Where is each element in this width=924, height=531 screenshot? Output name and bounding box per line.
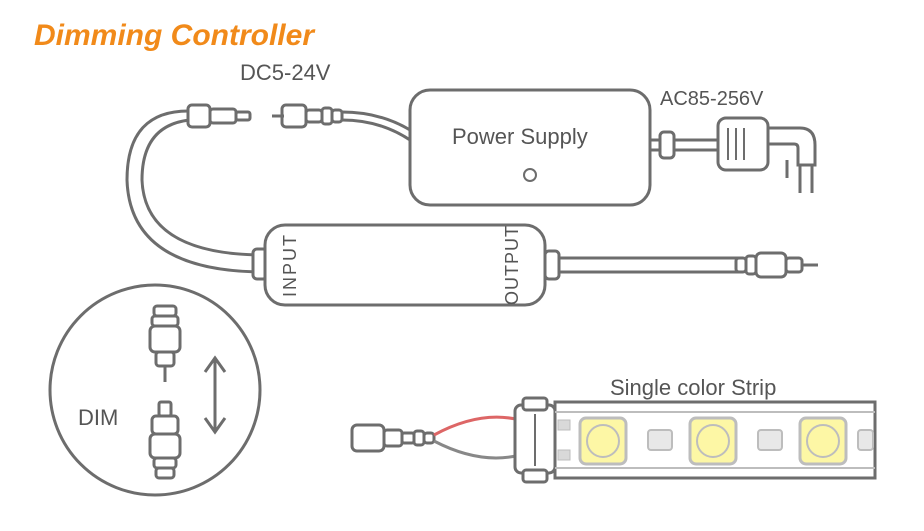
ac-plug-icon [718, 118, 815, 193]
output-wire [545, 251, 740, 279]
dc-female-jack [188, 105, 250, 127]
dim-detail: DIM [50, 285, 260, 495]
strip-label: Single color Strip [610, 375, 776, 400]
output-dc-plug [736, 253, 818, 277]
strip-lead-wires [414, 417, 520, 458]
output-label: OUTPUT [502, 225, 522, 305]
led-chip-2 [690, 418, 736, 464]
power-supply-box: Power Supply [410, 90, 650, 205]
ac-cable [650, 132, 720, 158]
controller-box: INPUT OUTPUT [265, 225, 545, 305]
led-strip [555, 402, 875, 478]
strip-connector [515, 398, 555, 482]
input-label: INPUT [280, 233, 300, 297]
dc-voltage-label: DC5-24V [240, 60, 331, 85]
power-supply-label: Power Supply [452, 124, 588, 149]
page-title: Dimming Controller [34, 19, 316, 52]
dc-male-plug [272, 105, 342, 127]
ac-voltage-label: AC85-256V [660, 88, 764, 110]
dc-plug-wire [342, 112, 410, 140]
dim-label: DIM [78, 405, 118, 430]
led-chip-1 [580, 418, 626, 464]
dc-input-wire [127, 111, 267, 279]
strip-dc-jack [352, 425, 414, 451]
led-chip-3 [800, 418, 846, 464]
